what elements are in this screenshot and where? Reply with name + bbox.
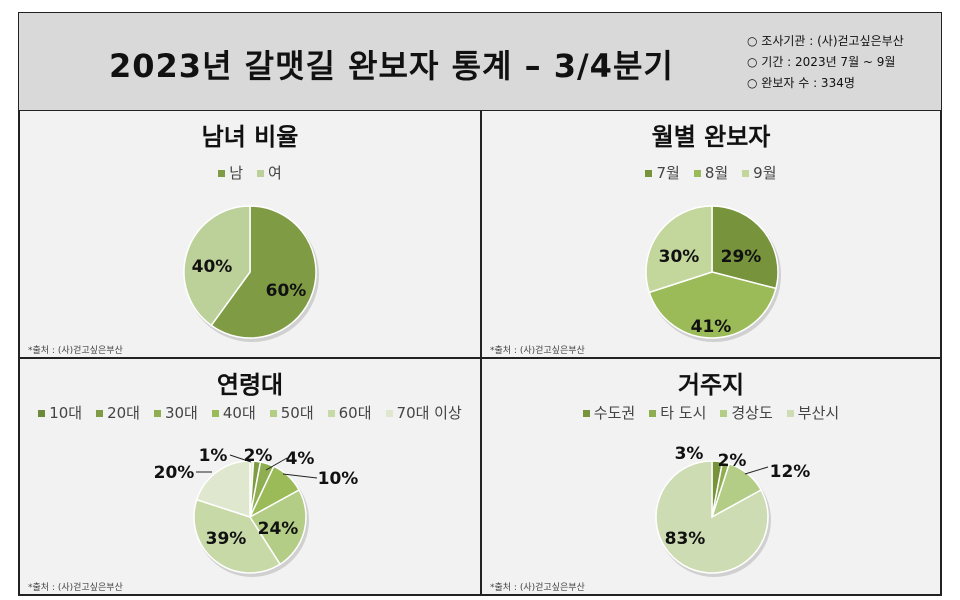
legend-swatch <box>385 410 393 417</box>
legend-swatch <box>327 410 335 417</box>
legend-item: 부산시 <box>786 404 840 422</box>
pie-slice-남 <box>210 205 317 339</box>
info-org: ○ 조사기관 : (사)걷고싶은부산 <box>747 34 904 48</box>
source-note: *출처 : (사)걷고싶은부산 <box>28 346 123 356</box>
page-title: 2023년 갈맷길 완보자 통계 – 3/4분기 <box>109 47 674 85</box>
legend-swatch <box>218 170 226 177</box>
pie-slice-9월 <box>645 205 713 294</box>
legend-label: 남 <box>229 164 243 182</box>
legend-label: 부산시 <box>797 404 840 422</box>
data-label: 12% <box>770 462 811 482</box>
legend-item: 남 <box>218 164 243 182</box>
pie-slice-부산시 <box>655 460 769 574</box>
data-label: 1% <box>199 446 228 466</box>
legend-item: 경상도 <box>720 404 773 422</box>
pie-slice-7월 <box>711 205 779 290</box>
legend-swatch <box>257 170 264 177</box>
legend-label: 경상도 <box>731 404 773 422</box>
legend-item: 50대 <box>269 404 314 422</box>
data-label: 29% <box>721 247 762 267</box>
data-label: 83% <box>665 529 706 549</box>
data-label: 4% <box>286 449 315 469</box>
data-label: 39% <box>206 529 247 549</box>
chart-legend: 수도권 타 도시 경상도 부산시 <box>482 402 940 423</box>
legend-swatch <box>645 170 653 177</box>
legend-item: 여 <box>257 164 282 182</box>
legend-label: 60대 <box>338 404 372 422</box>
leader-line <box>229 454 252 463</box>
legend-item: 타 도시 <box>649 404 706 422</box>
data-label: 2% <box>244 446 273 466</box>
info-period: ○ 기간 : 2023년 7월 ~ 9월 <box>747 55 896 69</box>
legend-item: 60대 <box>327 404 372 422</box>
chart-title: 월별 완보자 <box>651 123 771 151</box>
legend-label: 수도권 <box>593 404 636 422</box>
pie-slice-여 <box>183 205 251 327</box>
legend-label: 20대 <box>107 404 140 422</box>
legend-swatch <box>153 410 161 417</box>
source-note: *출처 : (사)걷고싶은부산 <box>490 583 585 593</box>
pie-slice-70대 이상 <box>195 460 251 519</box>
legend-label: 7월 <box>656 164 680 182</box>
pie-slice-60대 <box>193 498 282 574</box>
legend-label: 9월 <box>753 164 777 182</box>
legend-label: 50대 <box>280 404 314 422</box>
legend-item: 30대 <box>153 404 198 422</box>
data-label: 30% <box>659 247 700 267</box>
leader-line <box>744 466 769 475</box>
legend-item: 10대 <box>38 404 82 422</box>
legend-label: 30대 <box>164 404 198 422</box>
info-count: ○ 완보자 수 : 334명 <box>747 76 855 90</box>
data-label: 60% <box>266 281 307 301</box>
legend-label: 8월 <box>704 164 729 182</box>
survey-info: ○ 조사기관 : (사)걷고싶은부산 ○ 기간 : 2023년 7월 ~ 9월 … <box>747 31 904 94</box>
source-note: *출처 : (사)걷고싶은부산 <box>28 583 123 593</box>
data-label: 20% <box>154 463 195 483</box>
chart-legend: 7월 8월 9월 <box>482 162 940 183</box>
legend-label: 40대 <box>222 404 256 422</box>
data-label: 10% <box>318 469 359 489</box>
legend-item: 9월 <box>742 164 777 182</box>
legend-label: 타 도시 <box>660 404 707 422</box>
pie-slice-50대 <box>248 489 307 566</box>
legend-item: 40대 <box>211 404 256 422</box>
legend-swatch <box>693 170 701 177</box>
legend-swatch <box>720 410 728 417</box>
data-label: 2% <box>718 451 747 471</box>
legend-item: 70대 이상 <box>385 404 462 422</box>
pie-slice-8월 <box>648 271 777 339</box>
legend-swatch <box>786 410 794 417</box>
chart-title: 거주지 <box>677 371 745 399</box>
legend-item: 7월 <box>645 164 680 182</box>
legend-swatch <box>38 410 46 417</box>
legend-swatch <box>211 410 219 417</box>
source-note: *출처 : (사)걷고싶은부산 <box>490 346 585 356</box>
legend-label: 여 <box>268 164 282 182</box>
data-label: 40% <box>192 257 233 277</box>
legend-swatch <box>96 410 104 417</box>
legend-swatch <box>269 410 277 417</box>
legend-item: 20대 <box>96 404 140 422</box>
header: 2023년 갈맷길 완보자 통계 – 3/4분기 ○ 조사기관 : (사)걷고싶… <box>19 13 941 111</box>
leader-line <box>265 457 288 471</box>
legend-swatch <box>742 170 750 177</box>
data-label: 41% <box>691 317 732 337</box>
chart-title: 남녀 비율 <box>201 123 299 151</box>
leader-line <box>282 473 318 479</box>
legend-item: 8월 <box>693 164 729 182</box>
legend-item: 수도권 <box>582 404 636 422</box>
legend-label: 10대 <box>49 404 83 422</box>
data-label: 3% <box>675 444 704 464</box>
chart-legend: 10대 20대 30대 40대 50대 60대 70대 이상 <box>20 402 480 423</box>
legend-swatch <box>649 410 657 417</box>
legend-label: 70대 이상 <box>396 404 462 422</box>
chart-title: 연령대 <box>216 371 284 399</box>
legend-swatch <box>582 410 590 417</box>
data-label: 24% <box>258 519 299 539</box>
